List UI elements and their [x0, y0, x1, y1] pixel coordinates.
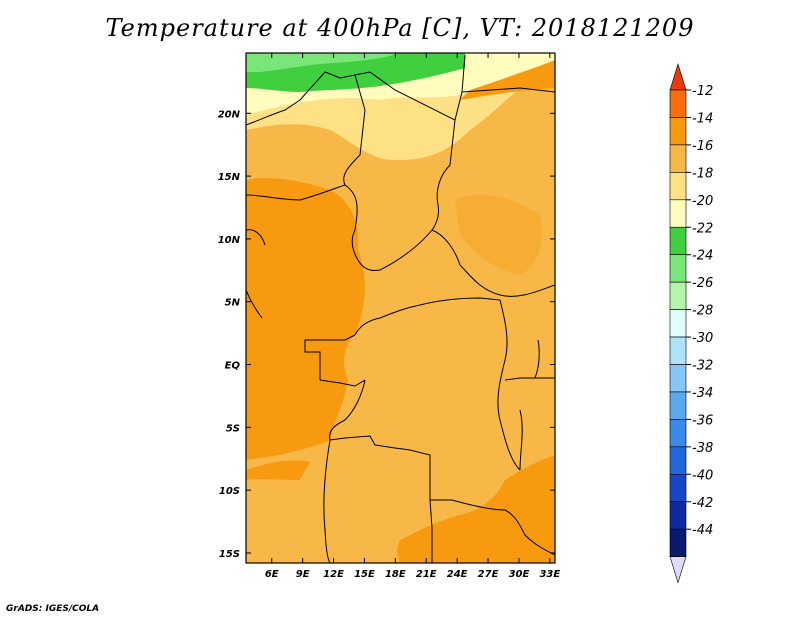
colorbar-top-arrow: [669, 62, 687, 91]
y-tick-label: 5S: [226, 423, 240, 434]
x-tick-label: 21E: [416, 569, 437, 580]
colorbar-label: -44: [692, 523, 713, 538]
y-tick-label: 15S: [219, 549, 240, 560]
x-tick-label: 9E: [296, 569, 310, 580]
x-tick-label: 30E: [509, 569, 530, 580]
y-tick-label: 10N: [218, 235, 241, 246]
colorbar-label: -14: [692, 111, 713, 126]
colorbar-label: -32: [692, 359, 713, 374]
colorbar-swatch: [669, 172, 687, 201]
colorbar-swatch: [669, 419, 687, 448]
x-tick-label: 12E: [323, 569, 344, 580]
x-tick-label: 15E: [354, 569, 375, 580]
colorbar: -12 -14 -16 -18 -20 -22 -24 -26 -28 -30 -32 -34 -36 -…: [669, 62, 713, 584]
map-frame: [245, 52, 556, 564]
x-tick-label: 27E: [478, 569, 499, 580]
colorbar-label: -12: [692, 84, 713, 99]
colorbar-label: -34: [692, 386, 713, 401]
y-axis: 20N 15N 10N 5N EQ 5S 10S 15S: [218, 109, 555, 560]
colorbar-label: -16: [692, 139, 713, 154]
colorbar-swatch: [669, 446, 687, 475]
country-borders: [246, 54, 555, 563]
colorbar-swatch: [669, 226, 687, 256]
colorbar-bottom-arrow: [669, 556, 687, 584]
x-tick-label: 24E: [447, 569, 468, 580]
colorbar-label: -18: [692, 166, 713, 181]
chart-title: Temperature at 400hPa [C], VT: 201812120…: [105, 14, 695, 42]
colorbar-swatch: [669, 144, 687, 173]
colorbar-swatch: [669, 501, 687, 530]
colorbar-swatch: [669, 254, 687, 283]
colorbar-label: -28: [692, 304, 713, 319]
temperature-field: [246, 53, 555, 563]
colorbar-swatch: [669, 473, 687, 503]
y-tick-label: 20N: [218, 109, 241, 120]
colorbar-label: -26: [692, 276, 713, 291]
colorbar-swatch: [669, 199, 687, 228]
footer-credit: GrADS: IGES/COLA: [6, 604, 100, 614]
field-southeast-dark: [397, 455, 555, 563]
colorbar-label: -22: [692, 221, 713, 236]
field-west-dark: [246, 178, 366, 460]
colorbar-label: -24: [692, 249, 713, 264]
colorbar-label: -38: [692, 441, 713, 456]
colorbar-label: -42: [692, 496, 713, 511]
x-tick-label: 33E: [539, 569, 560, 580]
y-tick-label: 10S: [219, 486, 240, 497]
x-tick-label: 6E: [265, 569, 279, 580]
colorbar-swatch: [669, 117, 687, 146]
colorbar-swatch: [669, 89, 687, 118]
colorbar-swatch: [669, 336, 687, 365]
colorbar-swatch: [669, 281, 687, 310]
y-tick-label: 5N: [225, 298, 241, 309]
colorbar-label: -20: [692, 194, 713, 209]
y-tick-label: EQ: [225, 361, 241, 372]
y-tick-label: 15N: [218, 172, 241, 183]
colorbar-label: -40: [692, 468, 713, 483]
x-tick-label: 18E: [385, 569, 406, 580]
field-north-light-green: [246, 53, 400, 72]
colorbar-label: -36: [692, 413, 713, 428]
colorbar-swatch: [669, 309, 687, 338]
x-axis: 6E 9E 12E 15E 18E 21E 24E 27E 30E 33E: [265, 53, 560, 580]
field-east-patch: [455, 195, 542, 275]
colorbar-swatch: [669, 364, 687, 393]
colorbar-swatch: [669, 391, 687, 420]
colorbar-swatch: [669, 528, 687, 557]
field-west-dark-2: [246, 460, 310, 480]
colorbar-label: -30: [692, 331, 713, 346]
